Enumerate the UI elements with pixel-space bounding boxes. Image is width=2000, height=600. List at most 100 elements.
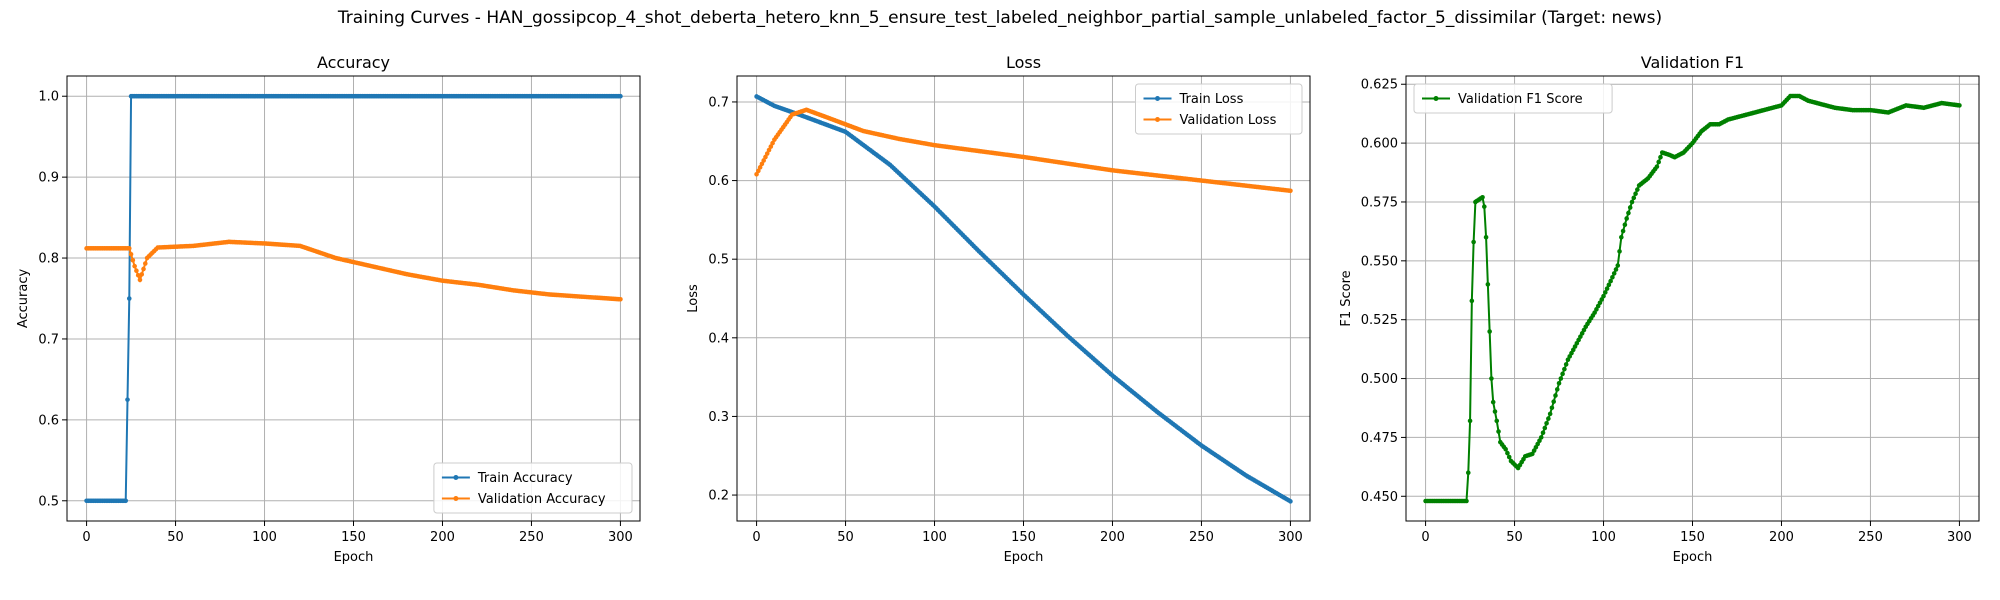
x-tick-label: 250 — [519, 530, 544, 545]
data-point — [1601, 293, 1606, 299]
legend-swatch-marker — [1433, 96, 1439, 101]
y-axis-label: Accuracy — [16, 269, 31, 329]
data-point — [1604, 286, 1610, 291]
data-point — [126, 246, 132, 251]
legend-swatch-marker — [1155, 96, 1160, 101]
data-point — [1480, 194, 1485, 200]
legend-label: Train Accuracy — [477, 471, 573, 486]
x-tick-label: 150 — [1011, 530, 1036, 545]
legend-label: Validation Loss — [1180, 113, 1277, 128]
y-axis-label: F1 Score — [1339, 270, 1354, 326]
x-tick-label: 50 — [837, 530, 854, 545]
x-tick-label: 0 — [752, 530, 760, 545]
y-tick-label: 0.500 — [1361, 372, 1398, 387]
x-tick-label: 300 — [1278, 530, 1303, 545]
y-tick-label: 0.7 — [708, 95, 729, 110]
x-tick-label: 200 — [430, 530, 455, 545]
y-tick-label: 0.9 — [38, 171, 59, 186]
data-point — [130, 257, 136, 263]
data-point — [1617, 249, 1622, 254]
x-tick-label: 50 — [167, 530, 184, 545]
data-point — [1492, 409, 1498, 414]
data-point — [1620, 228, 1626, 234]
data-point — [1288, 188, 1293, 194]
data-point — [1483, 234, 1489, 240]
x-tick-label: 100 — [1591, 530, 1616, 545]
y-tick-label: 0.450 — [1361, 490, 1398, 505]
data-point — [1489, 376, 1494, 381]
data-point — [1613, 267, 1619, 272]
y-tick-label: 0.575 — [1361, 195, 1398, 210]
data-point — [1551, 399, 1556, 404]
data-point — [763, 154, 768, 160]
y-tick-label: 0.3 — [708, 410, 729, 425]
y-tick-label: 0.625 — [1361, 78, 1398, 93]
data-point — [1288, 499, 1293, 504]
data-point — [1635, 187, 1640, 192]
data-point — [754, 171, 759, 177]
data-point — [768, 144, 774, 149]
data-point — [134, 268, 139, 274]
y-tick-label: 0.4 — [708, 331, 729, 346]
data-point — [1633, 191, 1638, 197]
data-point — [1469, 298, 1475, 304]
data-point — [1654, 164, 1660, 169]
series-validation-accuracy — [84, 239, 623, 302]
data-point — [139, 272, 145, 277]
data-point — [1506, 454, 1512, 460]
legend: Validation F1 Score — [1413, 83, 1613, 114]
chart-panel-3: 0 50 100 150 200 250 300 0.450 0.475 0.500 0.525 0.… — [1339, 53, 1980, 565]
data-point — [1629, 199, 1635, 205]
series-validation-f1-score — [1423, 93, 1962, 504]
data-point — [1465, 470, 1471, 476]
series-train-accuracy — [84, 93, 623, 504]
data-point — [756, 168, 761, 174]
x-tick-label: 0 — [1421, 530, 1429, 545]
data-point — [764, 151, 770, 156]
data-point — [757, 165, 763, 170]
data-point — [1563, 362, 1569, 367]
x-tick-label: 100 — [252, 530, 277, 545]
data-point — [618, 297, 623, 302]
legend-box — [433, 462, 633, 514]
legend-label: Validation Accuracy — [478, 492, 606, 507]
legend-box — [1135, 83, 1303, 135]
data-point — [137, 277, 143, 283]
data-point — [1619, 234, 1624, 240]
data-point — [1658, 154, 1663, 160]
legend-swatch-marker — [1155, 117, 1160, 122]
data-point — [1556, 380, 1562, 386]
data-point — [1547, 411, 1553, 417]
y-tick-label: 0.8 — [38, 252, 59, 267]
data-point — [1610, 275, 1615, 280]
data-point — [135, 273, 141, 278]
data-point — [1627, 205, 1633, 210]
x-tick-label: 200 — [1769, 530, 1794, 545]
data-point — [1624, 216, 1629, 221]
data-point — [1957, 103, 1962, 108]
x-tick-label: 100 — [922, 530, 947, 545]
data-point — [125, 397, 130, 402]
x-tick-label: 250 — [1858, 530, 1883, 545]
y-tick-label: 0.550 — [1361, 254, 1398, 269]
legend-label: Train Loss — [1179, 92, 1244, 107]
x-tick-label: 0 — [82, 530, 90, 545]
data-point — [1485, 282, 1491, 287]
data-point — [1554, 387, 1560, 392]
data-point — [1503, 446, 1508, 452]
y-tick-label: 0.600 — [1361, 137, 1398, 152]
data-point — [1626, 210, 1631, 216]
legend-box — [1413, 83, 1613, 114]
data-point — [1553, 393, 1558, 398]
x-tick-label: 250 — [1189, 530, 1214, 545]
x-tick-label: 50 — [1506, 530, 1523, 545]
data-point — [1490, 399, 1496, 405]
data-point — [1540, 430, 1546, 436]
y-tick-label: 0.5 — [38, 494, 59, 509]
data-point — [1611, 271, 1617, 276]
data-point — [1615, 263, 1621, 268]
data-point — [759, 161, 765, 167]
y-tick-label: 0.475 — [1361, 431, 1398, 446]
data-point — [141, 266, 146, 272]
